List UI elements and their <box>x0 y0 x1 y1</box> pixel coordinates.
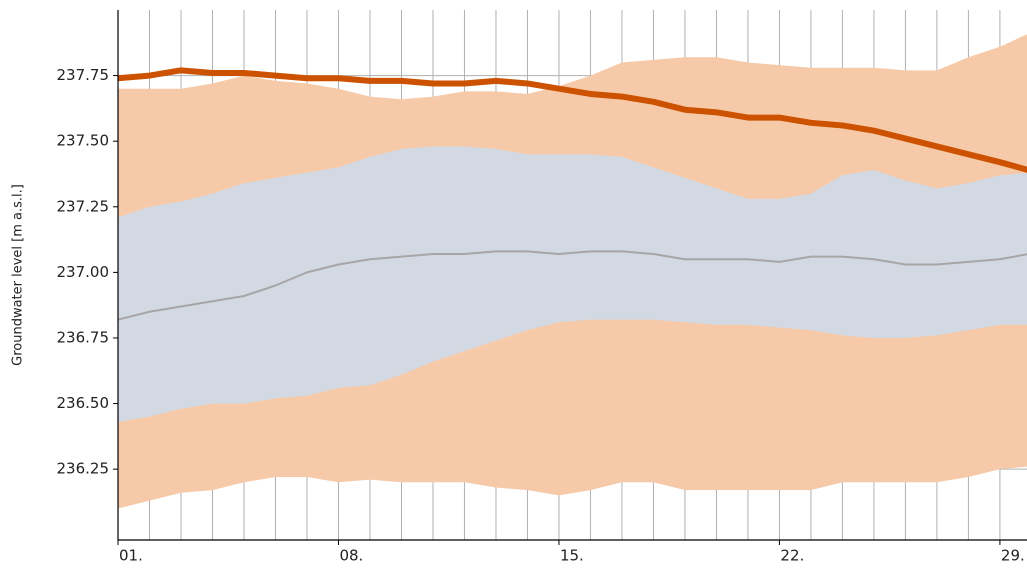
x-tick-label: 15. <box>560 547 584 565</box>
y-tick-label: 237.25 <box>57 197 110 215</box>
band-area <box>118 146 1027 422</box>
x-tick-label: 08. <box>339 547 363 565</box>
line-series <box>117 67 1027 173</box>
plot-area <box>117 34 1027 509</box>
y-tick-label: 237.50 <box>57 132 110 150</box>
axes: 236.25 236.50 236.75 237.00 237.25 237.50 237.… <box>57 10 1027 565</box>
y-tick-label: 237.75 <box>57 66 110 84</box>
x-tick-label: 22. <box>780 547 804 565</box>
y-tick-label: 236.25 <box>57 460 110 478</box>
y-tick-label: 236.75 <box>57 328 110 346</box>
line-series <box>117 250 1027 321</box>
y-axis-label: Groundwater level [m a.s.l.] <box>11 184 26 366</box>
x-tick-label: 01. <box>119 547 143 565</box>
y-tick-label: 236.50 <box>57 394 110 412</box>
y-tick-label: 237.00 <box>57 263 110 281</box>
x-tick-label: 29. <box>1001 547 1025 565</box>
